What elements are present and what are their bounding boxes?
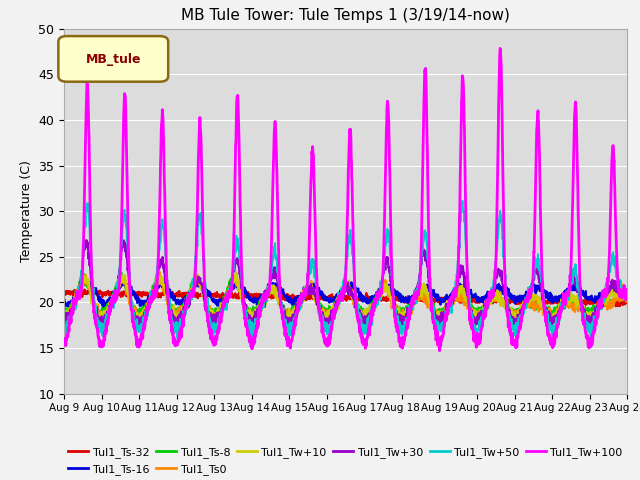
Tul1_Ts0 <box>623 293 631 299</box>
Tul1_Ts-8 <box>218 302 225 308</box>
Tul1_Tw+30 <box>120 238 127 243</box>
Tul1_Ts-8 <box>574 299 582 304</box>
Tul1_Tw+30 <box>510 318 518 324</box>
Tul1_Ts0 <box>374 295 382 301</box>
Tul1_Ts-8 <box>623 291 631 297</box>
Tul1_Ts-32 <box>374 297 382 302</box>
Tul1_Tw+100 <box>497 46 504 51</box>
Tul1_Tw+100 <box>60 336 68 342</box>
Tul1_Ts-16 <box>118 277 126 283</box>
Tul1_Ts0 <box>156 269 164 275</box>
Y-axis label: Temperature (C): Temperature (C) <box>20 160 33 262</box>
Tul1_Tw+50 <box>458 198 466 204</box>
Tul1_Tw+10 <box>623 293 631 299</box>
Line: Tul1_Ts-8: Tul1_Ts-8 <box>64 273 627 316</box>
Tul1_Tw+100 <box>362 343 370 349</box>
Tul1_Tw+10 <box>510 310 518 316</box>
Tul1_Ts-32 <box>537 303 545 309</box>
Text: MB_tule: MB_tule <box>86 53 141 66</box>
Tul1_Ts-32 <box>362 296 370 301</box>
Tul1_Tw+10 <box>574 298 582 303</box>
Tul1_Ts-32 <box>81 287 88 292</box>
Tul1_Ts-8 <box>585 313 593 319</box>
Tul1_Tw+50 <box>623 287 631 292</box>
Tul1_Ts-8 <box>374 288 382 294</box>
Tul1_Tw+50 <box>574 287 582 292</box>
Tul1_Tw+100 <box>510 338 518 344</box>
Tul1_Tw+10 <box>374 291 382 297</box>
Tul1_Tw+100 <box>436 348 444 354</box>
Tul1_Tw+100 <box>623 293 631 299</box>
Tul1_Tw+30 <box>374 293 382 299</box>
Tul1_Ts0 <box>510 315 518 321</box>
Tul1_Ts-16 <box>218 299 225 304</box>
Tul1_Tw+100 <box>374 292 382 298</box>
Tul1_Ts-8 <box>509 310 517 315</box>
Tul1_Tw+50 <box>249 337 257 343</box>
Tul1_Ts-16 <box>574 284 582 290</box>
Tul1_Tw+10 <box>217 300 225 306</box>
Tul1_Tw+10 <box>434 321 442 326</box>
Tul1_Ts-32 <box>589 300 597 306</box>
Line: Tul1_Tw+10: Tul1_Tw+10 <box>64 272 627 324</box>
Tul1_Ts0 <box>60 315 68 321</box>
Tul1_Tw+50 <box>510 324 518 330</box>
Tul1_Ts0 <box>574 304 582 310</box>
Tul1_Ts-16 <box>362 298 370 304</box>
Tul1_Tw+50 <box>589 323 597 328</box>
Tul1_Ts-8 <box>589 302 597 308</box>
Tul1_Ts-16 <box>375 287 383 292</box>
Tul1_Ts-16 <box>589 298 597 304</box>
Line: Tul1_Tw+50: Tul1_Tw+50 <box>64 201 627 340</box>
Line: Tul1_Ts-32: Tul1_Ts-32 <box>64 289 627 306</box>
Tul1_Tw+30 <box>574 286 582 292</box>
Tul1_Tw+50 <box>374 290 382 296</box>
Line: Tul1_Ts0: Tul1_Ts0 <box>64 272 627 323</box>
Tul1_Tw+10 <box>589 313 597 319</box>
Tul1_Ts-16 <box>623 294 631 300</box>
Tul1_Ts-32 <box>574 300 582 306</box>
Tul1_Tw+10 <box>233 269 241 275</box>
Tul1_Ts-32 <box>509 297 517 303</box>
Tul1_Tw+100 <box>574 189 582 195</box>
Line: Tul1_Tw+30: Tul1_Tw+30 <box>64 240 627 328</box>
Tul1_Ts-16 <box>100 305 108 311</box>
FancyBboxPatch shape <box>58 36 168 82</box>
Tul1_Tw+100 <box>217 320 225 325</box>
Tul1_Tw+30 <box>362 315 370 321</box>
Tul1_Tw+30 <box>589 314 597 320</box>
Tul1_Tw+100 <box>589 329 597 335</box>
Tul1_Tw+30 <box>218 312 225 317</box>
Tul1_Ts0 <box>589 310 597 316</box>
Tul1_Ts-16 <box>60 300 68 306</box>
Line: Tul1_Tw+100: Tul1_Tw+100 <box>64 48 627 351</box>
Tul1_Tw+30 <box>436 325 444 331</box>
Tul1_Tw+50 <box>60 323 68 329</box>
Tul1_Tw+50 <box>217 313 225 319</box>
Legend: Tul1_Ts-32, Tul1_Ts-16, Tul1_Ts-8, Tul1_Ts0, Tul1_Tw+10, Tul1_Tw+30, Tul1_Tw+50,: Tul1_Ts-32, Tul1_Ts-16, Tul1_Ts-8, Tul1_… <box>64 443 627 479</box>
Tul1_Tw+50 <box>362 324 370 330</box>
Tul1_Tw+10 <box>60 311 68 317</box>
Line: Tul1_Ts-16: Tul1_Ts-16 <box>64 280 627 308</box>
Tul1_Ts0 <box>506 320 514 326</box>
Tul1_Ts-32 <box>623 299 631 304</box>
Tul1_Tw+30 <box>60 319 68 324</box>
Title: MB Tule Tower: Tule Temps 1 (3/19/14-now): MB Tule Tower: Tule Temps 1 (3/19/14-now… <box>181 9 510 24</box>
Tul1_Tw+30 <box>623 291 631 297</box>
Tul1_Ts0 <box>362 312 370 318</box>
Tul1_Ts-8 <box>362 309 370 315</box>
Tul1_Ts0 <box>218 306 225 312</box>
Tul1_Ts-8 <box>118 270 125 276</box>
Tul1_Ts-8 <box>60 309 68 315</box>
Tul1_Ts-32 <box>218 292 225 298</box>
Tul1_Ts-16 <box>510 295 518 301</box>
Tul1_Ts-32 <box>60 291 68 297</box>
Tul1_Tw+10 <box>362 311 370 316</box>
